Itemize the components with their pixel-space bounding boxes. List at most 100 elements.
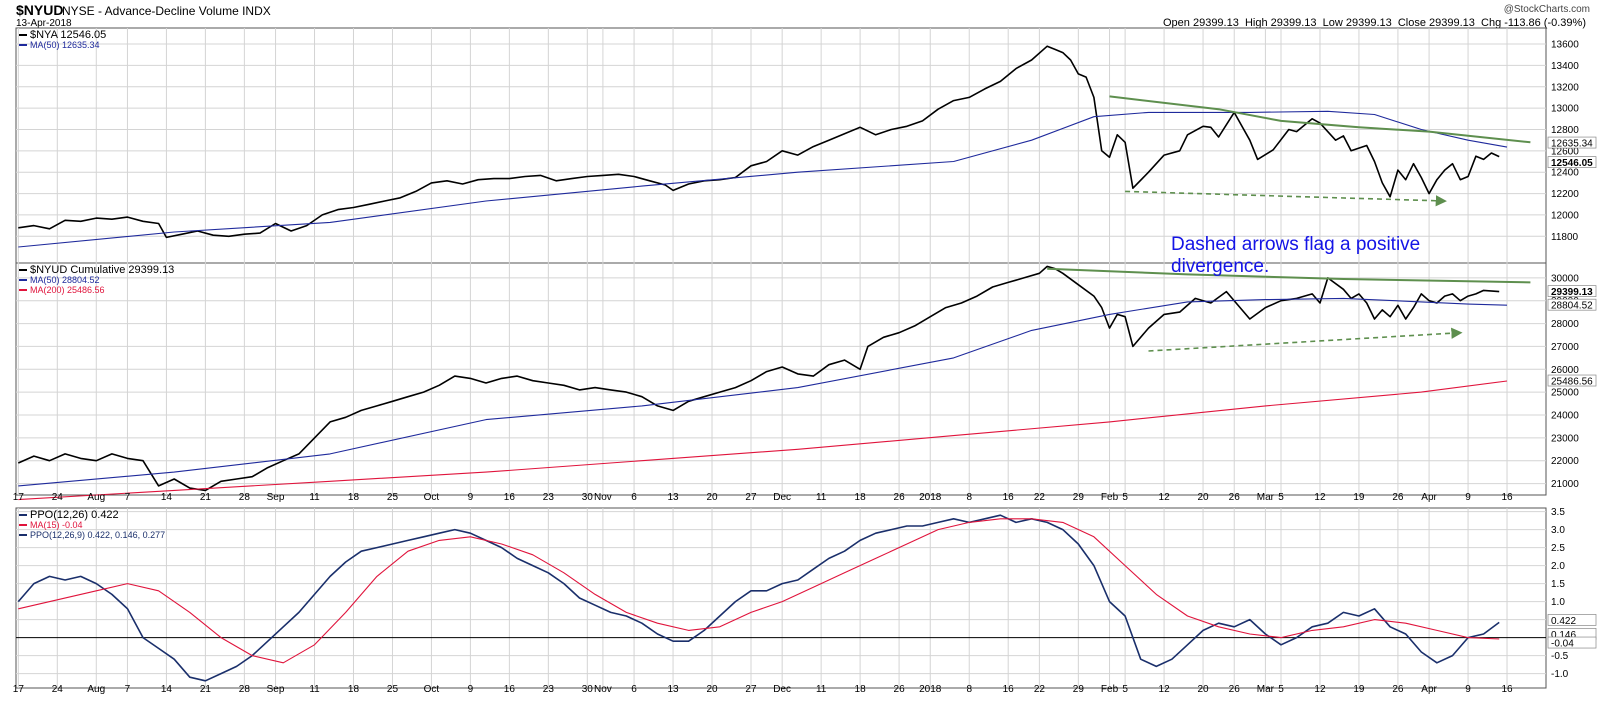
x-tick-label: Dec (773, 492, 791, 503)
y-tick-label: 13200 (1551, 82, 1579, 93)
x-tick-label: 21 (200, 492, 212, 503)
stockcharts-watermark: @StockCharts.com (1504, 4, 1590, 15)
panel-frame-nyud (15, 262, 1547, 496)
series-line (1109, 95, 1531, 144)
x-tick-label: Feb (1101, 684, 1119, 695)
x-tick-label: 11 (816, 492, 827, 503)
x-tick-label: 14 (161, 492, 173, 503)
y-tick-label: 30000 (1551, 273, 1579, 284)
x-tick-label: 27 (745, 684, 757, 695)
y-tick-label: 26000 (1551, 365, 1579, 376)
value-callout-box (1547, 136, 1597, 149)
x-tick-label: 24 (52, 684, 64, 695)
x-tick-label: 30 (582, 684, 594, 695)
y-tick-label: 12600 (1551, 146, 1579, 157)
y-tick-label: 13000 (1551, 104, 1579, 115)
y-tick-label: 24000 (1551, 411, 1579, 422)
x-tick-label: Sep (267, 492, 285, 503)
x-tick-label: 18 (348, 492, 360, 503)
x-tick-label: 24 (52, 492, 64, 503)
x-tick-label: 26 (894, 684, 906, 695)
x-tick-label: 12 (1159, 492, 1171, 503)
chart-date: 13-Apr-2018 (16, 18, 72, 29)
x-tick-label: 5 (1122, 684, 1128, 695)
x-tick-label: 9 (1465, 684, 1471, 695)
value-callout-label: 0.422 (1551, 616, 1576, 627)
x-tick-label: 27 (745, 492, 757, 503)
legend-entry: MA(50) 12635.34 (30, 40, 100, 50)
x-tick-label: 16 (1501, 492, 1513, 503)
x-tick-label: Mar (1257, 684, 1275, 695)
value-callout-label: 29399.13 (1551, 287, 1593, 298)
x-tick-label: 26 (1229, 684, 1241, 695)
series-line (17, 514, 1500, 682)
x-tick-label: 25 (387, 684, 399, 695)
x-tick-label: 23 (543, 684, 555, 695)
y-tick-label: 25000 (1551, 388, 1579, 399)
y-tick-label: 3.5 (1551, 507, 1565, 518)
x-tick-label: 20 (706, 492, 718, 503)
panel-frame-ppo (15, 507, 1547, 689)
x-tick-label: Nov (594, 492, 612, 503)
y-tick-label: -1.0 (1551, 669, 1569, 680)
axis-layer: 1180012000122001240012600128001300013200… (13, 40, 1597, 695)
x-tick-label: Feb (1101, 492, 1119, 503)
chart-symbol: $NYUD (16, 2, 63, 18)
series-line (18, 45, 1500, 239)
x-tick-label: 28 (239, 684, 251, 695)
x-tick-label: Oct (424, 492, 440, 503)
series-line (18, 518, 1500, 664)
y-tick-label: 21000 (1551, 479, 1579, 490)
grid-layer (16, 28, 1546, 688)
x-tick-label: Nov (594, 684, 612, 695)
x-tick-label: Sep (267, 684, 285, 695)
y-tick-label: 2.0 (1551, 561, 1565, 572)
y-tick-label: 12400 (1551, 168, 1579, 179)
annotation-line-2: divergence. (1171, 256, 1269, 277)
x-tick-label: Aug (87, 684, 105, 695)
y-tick-label: -0.5 (1551, 651, 1569, 662)
value-callout-box (1547, 298, 1597, 311)
x-tick-label: 11 (816, 684, 827, 695)
x-tick-label: 6 (631, 684, 637, 695)
x-tick-label: 19 (1353, 492, 1365, 503)
x-tick-label: 23 (543, 492, 555, 503)
x-tick-label: 16 (504, 492, 516, 503)
quote-summary: Open 29399.13 High 29399.13 Low 29399.13… (1163, 17, 1586, 29)
legend-entry: $NYUD Cumulative 29399.13 (30, 264, 174, 276)
x-tick-label: 26 (1392, 492, 1404, 503)
value-callout-label: 28804.52 (1551, 301, 1593, 312)
x-tick-label: Oct (424, 684, 440, 695)
y-tick-label: 28000 (1551, 319, 1579, 330)
x-tick-label: 25 (387, 492, 399, 503)
x-tick-label: 28 (239, 492, 251, 503)
value-callout-label: 12546.05 (1551, 158, 1593, 169)
x-tick-label: 30 (582, 492, 594, 503)
x-tick-label: 29 (1073, 492, 1085, 503)
series-line (1047, 267, 1531, 284)
x-tick-label: 26 (894, 492, 906, 503)
x-tick-label: 9 (468, 684, 474, 695)
x-tick-label: 22 (1034, 492, 1046, 503)
annotation-line-1: Dashed arrows flag a positive (1171, 234, 1420, 255)
x-tick-label: 18 (855, 492, 867, 503)
value-callout-label: 12635.34 (1551, 139, 1593, 150)
series-line (1148, 327, 1463, 352)
x-tick-label: 18 (855, 684, 867, 695)
y-tick-label: 2.5 (1551, 543, 1565, 554)
x-tick-label: 26 (1392, 684, 1404, 695)
x-tick-label: Mar (1257, 492, 1275, 503)
y-tick-label: 13600 (1551, 40, 1579, 51)
x-tick-label: 17 (13, 684, 25, 695)
legend-entry: MA(15) -0.04 (30, 520, 83, 530)
y-tick-label: 13400 (1551, 61, 1579, 72)
y-tick-label: 11800 (1551, 232, 1579, 243)
x-tick-label: 14 (161, 684, 173, 695)
x-tick-label: 20 (1197, 492, 1209, 503)
x-tick-label: Apr (1421, 684, 1437, 695)
chart-description: NYSE - Advance-Decline Volume INDX (62, 4, 271, 18)
x-tick-label: 12 (1314, 492, 1326, 503)
x-tick-label: Aug (87, 492, 105, 503)
